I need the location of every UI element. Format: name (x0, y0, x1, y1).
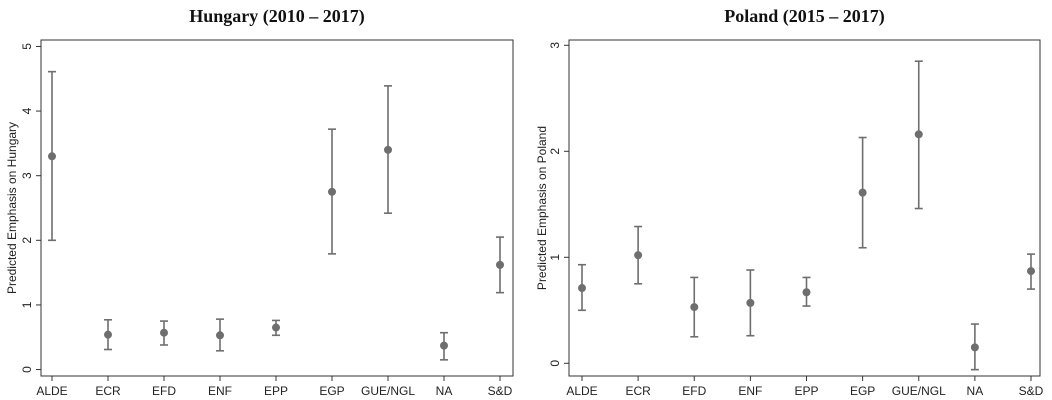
y-axis-label: Predicted Emphasis on Poland (535, 126, 549, 290)
y-tick-label: 2 (20, 237, 34, 244)
x-tick-label: EPP (264, 384, 288, 398)
data-point (104, 330, 112, 339)
data-point (160, 328, 168, 337)
x-tick-label: GUE/NGL (361, 384, 415, 398)
x-tick-label: EGP (319, 384, 344, 398)
chart-title-poland: Poland (2015 – 2017) (724, 6, 885, 26)
data-point (440, 341, 448, 350)
data-point (746, 298, 755, 307)
data-point (970, 343, 979, 352)
data-point (690, 303, 699, 312)
x-tick-label: S&D (488, 384, 513, 398)
data-point (384, 145, 392, 154)
data-point (914, 130, 923, 139)
x-tick-label: EFD (682, 384, 706, 398)
data-point (496, 260, 504, 269)
chart-title-hungary: Hungary (2010 – 2017) (189, 6, 365, 26)
data-point (48, 152, 56, 161)
x-tick-label: EFD (152, 384, 176, 398)
data-point (858, 188, 867, 197)
data-point (272, 323, 280, 332)
data-point (1027, 267, 1035, 276)
y-tick-label: 1 (20, 301, 34, 308)
data-point (634, 251, 643, 260)
x-tick-label: NA (436, 384, 453, 398)
y-axis-label: Predicted Emphasis on Hungary (5, 122, 19, 294)
plot-frame-poland (568, 39, 1041, 377)
y-tick-label: 5 (20, 43, 34, 50)
x-tick-label: NA (967, 384, 984, 398)
y-tick-label: 4 (20, 107, 34, 114)
x-tick-label: EPP (794, 384, 818, 398)
y-tick-label: 2 (548, 148, 562, 155)
plot-frame-hungary (40, 39, 514, 377)
y-tick-label: 3 (20, 172, 34, 179)
x-tick-label: ECR (625, 384, 651, 398)
x-tick-label: ENF (738, 384, 762, 398)
y-tick-label: 1 (548, 254, 562, 261)
x-tick-label: ENF (208, 384, 232, 398)
x-tick-label: EGP (850, 384, 875, 398)
x-tick-label: ALDE (566, 384, 597, 398)
data-point (328, 187, 336, 196)
y-tick-label: 3 (548, 42, 562, 49)
x-tick-label: ECR (95, 384, 121, 398)
x-tick-label: S&D (1019, 384, 1044, 398)
data-point (216, 331, 224, 340)
x-tick-label: ALDE (36, 384, 67, 398)
data-point (578, 284, 586, 293)
y-tick-label: 0 (548, 360, 562, 367)
y-tick-label: 0 (20, 366, 34, 373)
data-point (802, 288, 811, 297)
x-tick-label: GUE/NGL (892, 384, 946, 398)
